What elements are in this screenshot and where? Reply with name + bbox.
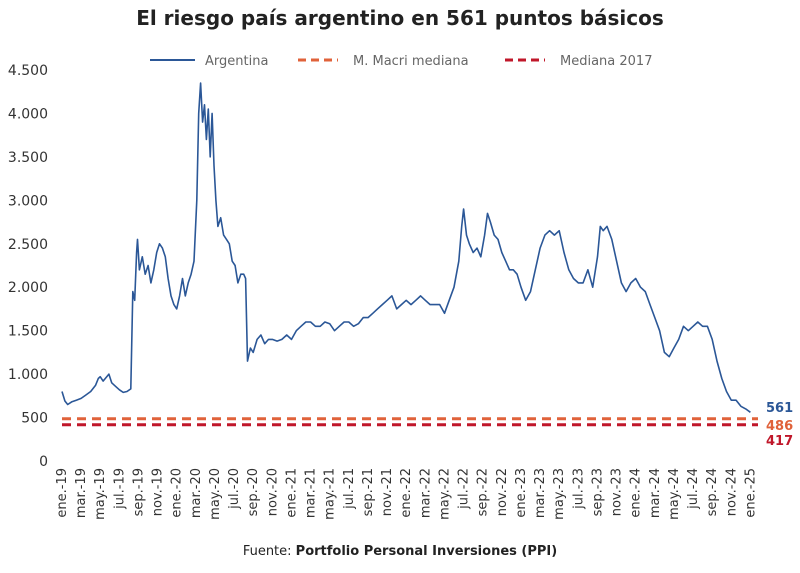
y-tick-label: 2.500 xyxy=(8,237,48,253)
y-tick-label: 0 xyxy=(39,454,48,470)
x-tick-label: ene.-22 xyxy=(399,468,414,518)
chart-title: El riesgo país argentino en 561 puntos b… xyxy=(136,6,664,30)
x-tick-label: nov.-22 xyxy=(495,468,510,516)
chart-legend: Argentina M. Macri mediana Mediana 2017 xyxy=(150,54,652,69)
x-tick-label: ene.-24 xyxy=(629,468,644,518)
chart-source: Fuente: Portfolio Personal Inversiones (… xyxy=(0,544,800,559)
x-tick-label: jul.-22 xyxy=(457,468,472,510)
x-tick-label: ene.-19 xyxy=(55,468,70,518)
x-tick-label: nov.-19 xyxy=(151,468,166,516)
series-line-argentina xyxy=(61,82,751,413)
y-tick-label: 1.500 xyxy=(8,324,48,340)
y-tick-label: 3.500 xyxy=(8,150,48,166)
x-tick-label: ene.-23 xyxy=(514,468,529,518)
series-layer xyxy=(61,82,758,427)
x-tick-label: jul.-20 xyxy=(227,468,242,510)
x-tick-label: ene.-21 xyxy=(284,468,299,518)
x-tick-label: mar.-19 xyxy=(74,468,89,518)
y-tick-label: 500 xyxy=(21,411,48,427)
x-tick-label: nov.-24 xyxy=(724,468,739,516)
x-tick-label: sep.-20 xyxy=(246,468,261,516)
x-tick-label: may.-21 xyxy=(323,468,338,520)
y-tick-label: 2.000 xyxy=(8,280,48,296)
legend-label: Mediana 2017 xyxy=(560,54,652,69)
y-tick-label: 4.000 xyxy=(8,106,48,122)
legend-label: Argentina xyxy=(205,54,268,69)
x-tick-label: mar.-23 xyxy=(533,468,548,518)
x-tick-label: mar.-21 xyxy=(304,468,319,518)
x-tick-label: ene.-25 xyxy=(743,468,758,518)
x-tick-label: may.-20 xyxy=(208,468,223,520)
x-tick-label: jul.-21 xyxy=(342,468,357,510)
x-tick-label: may.-23 xyxy=(552,468,567,520)
legend-label: M. Macri mediana xyxy=(353,54,469,69)
x-tick-label: mar.-24 xyxy=(648,468,663,518)
x-tick-label: sep.-22 xyxy=(476,468,491,516)
x-tick-label: sep.-19 xyxy=(131,468,146,516)
x-tick-label: may.-19 xyxy=(93,468,108,520)
x-tick-label: mar.-22 xyxy=(418,468,433,518)
x-tick-label: jul.-19 xyxy=(112,468,127,510)
x-tick-label: nov.-21 xyxy=(380,468,395,516)
source-name: Portfolio Personal Inversiones (PPI) xyxy=(295,544,558,559)
y-tick-label: 1.000 xyxy=(8,367,48,383)
x-axis: ene.-19 mar.-19 may.-19 jul.-19 sep.-19 nov.-… xyxy=(55,468,758,520)
x-tick-label: jul.-23 xyxy=(571,468,586,510)
y-tick-label: 4.500 xyxy=(8,63,48,79)
x-tick-label: nov.-23 xyxy=(610,468,625,516)
x-tick-label: sep.-24 xyxy=(705,468,720,516)
x-tick-label: mar.-20 xyxy=(189,468,204,518)
y-axis: 0 500 1.000 1.500 2.000 2.500 3.000 3.500 4.000 4… xyxy=(8,63,48,470)
x-tick-label: jul.-24 xyxy=(686,468,701,510)
x-tick-label: sep.-23 xyxy=(590,468,605,516)
end-value-label: 561 xyxy=(766,401,793,416)
x-tick-label: ene.-20 xyxy=(170,468,185,518)
end-value-label: 417 xyxy=(766,434,793,449)
x-tick-label: sep.-21 xyxy=(361,468,376,516)
end-value-label: 486 xyxy=(766,419,793,434)
x-tick-label: may.-24 xyxy=(667,468,682,520)
y-tick-label: 3.000 xyxy=(8,193,48,209)
source-prefix: Fuente: xyxy=(242,544,296,559)
x-tick-label: may.-22 xyxy=(437,468,452,520)
x-tick-label: nov.-20 xyxy=(265,468,280,516)
